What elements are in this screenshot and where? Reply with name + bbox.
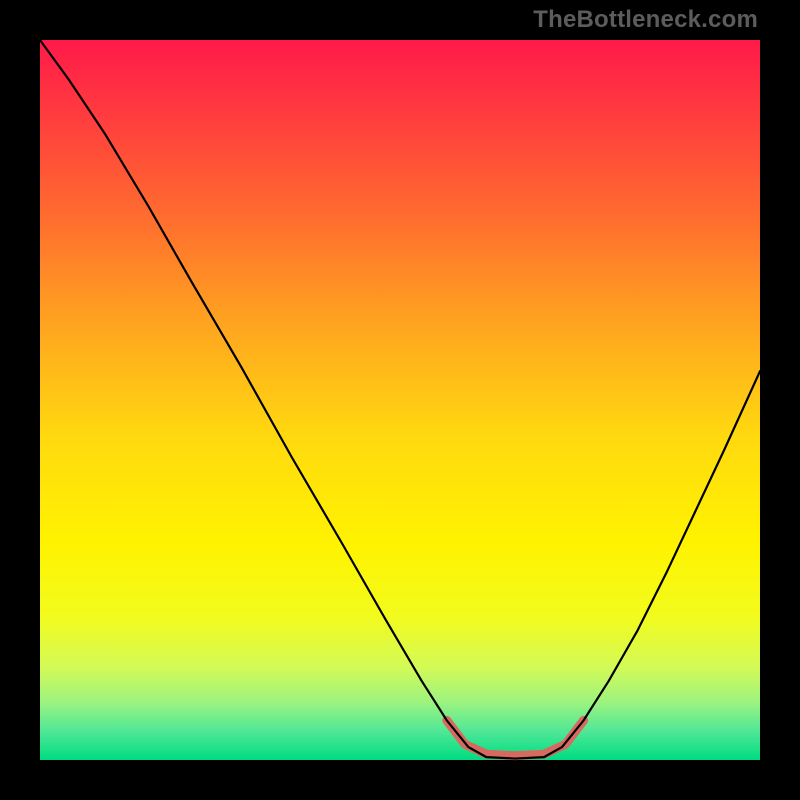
bottleneck-curve <box>40 40 760 759</box>
valley-highlight <box>447 720 584 755</box>
chart-container: TheBottleneck.com <box>0 0 800 800</box>
plot-area <box>40 40 760 760</box>
curve-layer <box>40 40 760 760</box>
watermark-text: TheBottleneck.com <box>533 6 758 34</box>
